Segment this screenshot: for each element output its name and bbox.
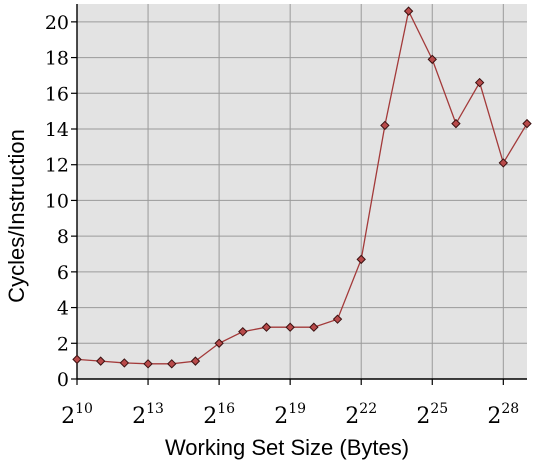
axes [71, 4, 527, 385]
data-point-2^16 [214, 338, 224, 348]
data-point-2^15 [190, 356, 201, 366]
y-tick-label-18: 18 [45, 48, 69, 70]
data-point-2^12 [119, 358, 130, 368]
y-tick-label-4: 4 [57, 298, 69, 320]
data-point-2^24 [403, 6, 414, 16]
data-point-2^21 [332, 314, 343, 324]
data-series [72, 6, 532, 369]
data-point-2^20 [309, 322, 319, 332]
data-point-2^17 [238, 326, 248, 337]
data-point-2^10 [72, 354, 82, 365]
data-point-2^11 [95, 356, 106, 366]
y-tick-label-20: 20 [45, 12, 69, 34]
data-point-2^23 [380, 120, 390, 131]
data-point-2^29 [522, 118, 532, 129]
y-tick-label-8: 8 [57, 226, 69, 248]
y-tick-label-6: 6 [57, 262, 69, 284]
data-point-2^19 [285, 322, 295, 332]
data-point-2^14 [167, 359, 177, 369]
x-tick-label-16: 216 [203, 401, 235, 429]
grid-lines [77, 4, 527, 379]
data-point-2^18 [261, 322, 272, 332]
y-tick-label-2: 2 [57, 333, 69, 355]
plot-background [77, 4, 527, 379]
data-point-2^25 [427, 54, 437, 65]
data-point-2^13 [143, 359, 153, 369]
x-tick-label-10: 210 [61, 401, 93, 429]
x-tick-label-25: 225 [416, 401, 448, 429]
data-point-2^26 [451, 118, 461, 129]
y-axis-label: Cycles/Instruction [4, 129, 29, 303]
y-tick-label-16: 16 [45, 83, 69, 105]
data-point-2^22 [356, 254, 366, 265]
y-tick-label-10: 10 [45, 190, 69, 212]
x-tick-labels: 210 213 216 219 222 225 228 [61, 401, 519, 429]
x-tick-label-13: 213 [132, 401, 164, 429]
y-tick-label-12: 12 [45, 155, 69, 177]
x-tick-label-19: 219 [274, 401, 306, 429]
y-tick-label-14: 14 [45, 119, 69, 141]
data-point-2^28 [498, 158, 509, 168]
x-tick-label-22: 222 [345, 401, 377, 429]
y-tick-labels: 0 2 4 6 8 10 12 14 16 18 20 [45, 12, 69, 391]
y-tick-label-0: 0 [57, 369, 69, 391]
x-tick-label-28: 228 [487, 401, 519, 429]
x-axis-label: Working Set Size (Bytes) [165, 435, 409, 460]
data-point-2^27 [474, 77, 485, 88]
